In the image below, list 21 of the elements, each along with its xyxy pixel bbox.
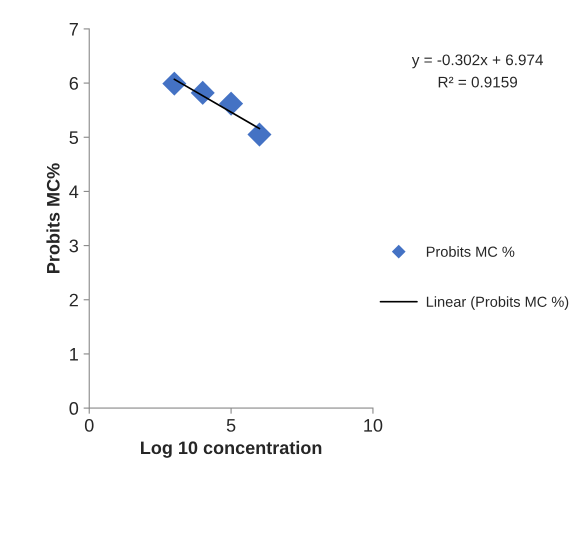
legend-label: Probits MC % <box>426 246 514 257</box>
y-tick-label: 5 <box>69 131 78 144</box>
y-tick-label: 7 <box>70 23 78 36</box>
x-axis-title: Log 10 concentration <box>141 440 322 458</box>
point <box>162 72 186 96</box>
y-axis-title: Probits MC% <box>46 163 60 273</box>
point <box>190 80 215 105</box>
point <box>219 92 244 116</box>
text: R² = 0.9159 <box>438 76 518 88</box>
point <box>247 122 272 147</box>
text: y = -0.302x + 6.974 <box>412 54 543 68</box>
y-tick-label: 6 <box>70 77 78 90</box>
legend-label: Linear (Probits MC %) <box>426 296 568 310</box>
y-tick-label: 3 <box>69 240 78 252</box>
y-tick-label: 0 <box>69 402 78 415</box>
x-tick-label: 0 <box>84 418 94 432</box>
y-tick-label: 4 <box>69 186 78 198</box>
x-tick-label: 5 <box>226 419 236 432</box>
y-tick-label: 2 <box>70 294 78 306</box>
x-tick-label: 10 <box>364 418 382 432</box>
y-tick-label: 1 <box>70 348 78 360</box>
